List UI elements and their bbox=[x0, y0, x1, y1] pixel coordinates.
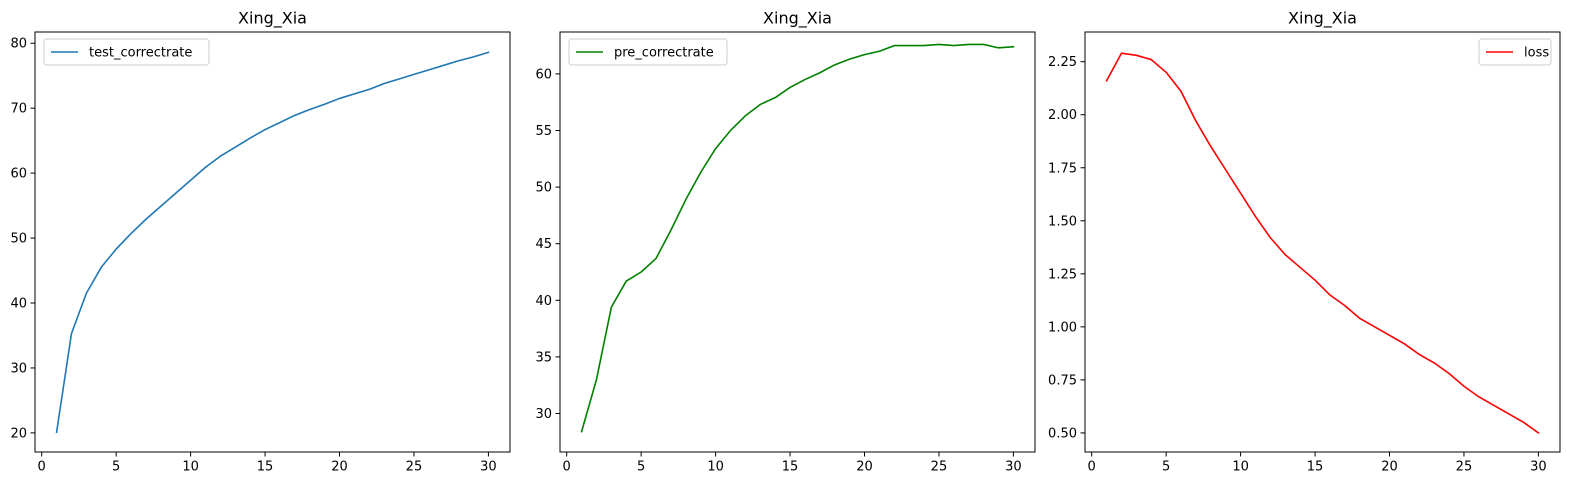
legend: pre_correctrate bbox=[568, 38, 728, 66]
y-tick-label: 80 bbox=[10, 37, 27, 52]
x-tick-label: 25 bbox=[406, 460, 423, 475]
y-tick-label: 50 bbox=[10, 232, 27, 247]
y-tick-label: 2.25 bbox=[1048, 55, 1077, 70]
axes-frame bbox=[34, 31, 511, 453]
plot-area: 0 5 10 15 20 25 30 30 35 40 45 50 55 60 bbox=[535, 31, 1036, 475]
axes-frame bbox=[559, 31, 1036, 453]
series-line bbox=[1105, 52, 1540, 435]
y-tick-label: 55 bbox=[535, 124, 552, 139]
legend-entry-label: pre_correctrate bbox=[614, 46, 714, 61]
x-tick-label: 0 bbox=[38, 460, 46, 475]
x-tick-label: 15 bbox=[782, 460, 799, 475]
y-tick-label: 35 bbox=[535, 350, 552, 365]
chart-panel-pre-correctrate: Xing_Xia 0 5 10 15 20 25 30 30 35 40 45 50 55 60 pre_… bbox=[535, 9, 1036, 475]
x-tick-label: 5 bbox=[112, 460, 120, 475]
legend: loss bbox=[1478, 38, 1552, 66]
y-tick-label: 0.50 bbox=[1048, 426, 1077, 441]
chart-title: Xing_Xia bbox=[1288, 9, 1357, 29]
x-tick-label: 5 bbox=[637, 460, 645, 475]
legend-entry-label: loss bbox=[1524, 46, 1549, 61]
x-tick-label: 30 bbox=[480, 460, 497, 475]
x-tick-label: 0 bbox=[563, 460, 571, 475]
y-tick-label: 50 bbox=[535, 181, 552, 196]
chart-panel-test-correctrate: Xing_Xia 0 5 10 15 20 25 30 20 30 40 50 60 70 80 test… bbox=[10, 9, 511, 475]
y-tick-label: 20 bbox=[10, 426, 27, 441]
x-tick-label: 20 bbox=[856, 460, 873, 475]
legend-entry-label: test_correctrate bbox=[89, 46, 192, 61]
chart-title: Xing_Xia bbox=[238, 9, 307, 29]
y-tick-label: 0.75 bbox=[1048, 373, 1077, 388]
y-tick-label: 30 bbox=[535, 407, 552, 422]
x-tick-label: 20 bbox=[1381, 460, 1398, 475]
y-tick-label: 40 bbox=[535, 294, 552, 309]
x-tick-label: 30 bbox=[1530, 460, 1547, 475]
x-tick-label: 15 bbox=[1307, 460, 1324, 475]
y-tick-label: 60 bbox=[535, 67, 552, 82]
chart-panel-loss: Xing_Xia 0 5 10 15 20 25 30 0.50 0.75 1.00 1.25 1.5… bbox=[1048, 9, 1561, 475]
legend-box bbox=[43, 38, 210, 66]
y-tick-label: 1.50 bbox=[1048, 214, 1077, 229]
x-tick-label: 25 bbox=[931, 460, 948, 475]
series-line bbox=[55, 51, 490, 434]
legend: test_correctrate bbox=[43, 38, 210, 66]
y-tick-label: 1.00 bbox=[1048, 320, 1077, 335]
y-tick-label: 45 bbox=[535, 237, 552, 252]
x-tick-label: 0 bbox=[1088, 460, 1096, 475]
chart-title: Xing_Xia bbox=[763, 9, 832, 29]
legend-box bbox=[568, 38, 728, 66]
x-tick-label: 20 bbox=[331, 460, 348, 475]
x-tick-label: 10 bbox=[1232, 460, 1249, 475]
y-tick-label: 70 bbox=[10, 102, 27, 117]
y-tick-label: 40 bbox=[10, 297, 27, 312]
x-tick-label: 15 bbox=[257, 460, 274, 475]
x-tick-label: 30 bbox=[1005, 460, 1022, 475]
x-tick-label: 5 bbox=[1162, 460, 1170, 475]
plot-area: 0 5 10 15 20 25 30 0.50 0.75 1.00 1.25 1.50 1.75 2.00… bbox=[1048, 31, 1561, 475]
plot-area: 0 5 10 15 20 25 30 20 30 40 50 60 70 80 bbox=[10, 31, 511, 475]
y-tick-label: 30 bbox=[10, 361, 27, 376]
y-tick-label: 2.00 bbox=[1048, 108, 1077, 123]
x-tick-label: 10 bbox=[182, 460, 199, 475]
series-line bbox=[580, 43, 1015, 433]
x-tick-label: 10 bbox=[707, 460, 724, 475]
x-tick-label: 25 bbox=[1456, 460, 1473, 475]
legend-box bbox=[1478, 38, 1552, 66]
y-tick-label: 1.75 bbox=[1048, 161, 1077, 176]
y-tick-label: 1.25 bbox=[1048, 267, 1077, 282]
y-tick-label: 60 bbox=[10, 167, 27, 182]
axes-frame bbox=[1084, 31, 1561, 453]
